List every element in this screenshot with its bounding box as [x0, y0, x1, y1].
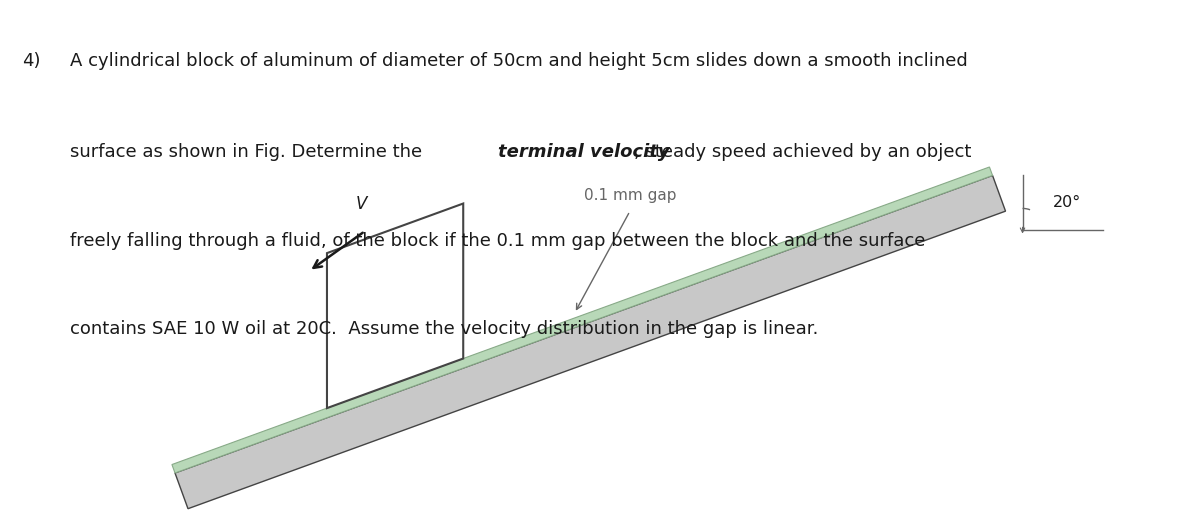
Text: contains SAE 10 W oil at 20C.  Assume the velocity distribution in the gap is li: contains SAE 10 W oil at 20C. Assume the… — [70, 320, 818, 339]
Text: , steady speed achieved by an object: , steady speed achieved by an object — [634, 143, 972, 162]
Polygon shape — [326, 204, 463, 408]
Text: terminal velocity: terminal velocity — [498, 143, 670, 162]
Text: surface as shown in Fig. Determine the: surface as shown in Fig. Determine the — [70, 143, 427, 162]
Polygon shape — [172, 167, 992, 473]
Text: 0.1 mm gap: 0.1 mm gap — [583, 188, 677, 203]
Text: A cylindrical block of aluminum of diameter of 50cm and height 5cm slides down a: A cylindrical block of aluminum of diame… — [70, 52, 967, 70]
Text: freely falling through a fluid, of the block if the 0.1 mm gap between the block: freely falling through a fluid, of the b… — [70, 232, 925, 250]
Text: 4): 4) — [22, 52, 40, 70]
Text: V: V — [355, 195, 367, 213]
Polygon shape — [175, 176, 1006, 508]
Text: 20°: 20° — [1052, 195, 1081, 210]
